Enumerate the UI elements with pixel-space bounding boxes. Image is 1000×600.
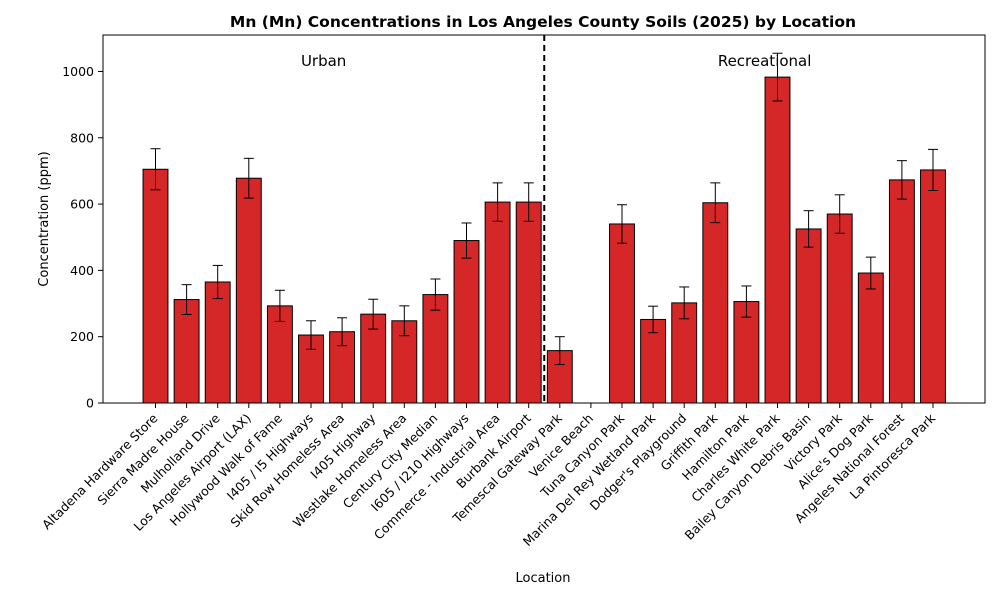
error-bar — [928, 148, 938, 191]
y-tick-label: 400 — [70, 263, 94, 278]
region-label: Recreational — [718, 52, 812, 70]
error-bar — [772, 52, 783, 102]
chart-title: Mn (Mn) Concentrations in Los Angeles Co… — [230, 13, 856, 31]
error-bar — [337, 317, 348, 347]
y-tick-label: 200 — [70, 329, 94, 344]
bar — [422, 294, 449, 404]
error-bar — [368, 298, 379, 330]
error-bar — [150, 148, 161, 191]
bar — [826, 213, 853, 404]
error-bar — [741, 285, 752, 318]
bar — [795, 228, 822, 404]
error-bar — [430, 278, 441, 311]
x-axis-title: Location — [516, 571, 571, 586]
error-bar — [648, 305, 659, 334]
bar — [235, 177, 262, 404]
error-bar — [834, 194, 845, 234]
bar — [515, 201, 542, 404]
bar — [142, 168, 169, 404]
bar — [453, 240, 480, 404]
y-tick-label: 600 — [70, 197, 94, 212]
bar — [484, 201, 511, 404]
error-bar — [803, 210, 814, 248]
error-bar — [896, 160, 907, 200]
region-label: Urban — [301, 52, 346, 70]
bar — [764, 76, 791, 404]
error-bar — [492, 182, 503, 222]
bar — [702, 202, 729, 404]
error-bar — [710, 182, 721, 224]
error-bar — [399, 305, 410, 337]
error-bars-layer — [150, 52, 938, 366]
error-bar — [243, 157, 254, 199]
error-bar — [181, 284, 192, 315]
y-axis-title: Concentration (ppm) — [37, 151, 52, 286]
bar — [857, 272, 884, 404]
error-bar — [212, 264, 223, 300]
error-bar — [865, 256, 876, 290]
error-bar — [461, 222, 472, 259]
bar — [920, 169, 946, 404]
y-tick-label: 0 — [86, 396, 94, 411]
error-bar — [274, 289, 285, 322]
bar — [609, 223, 635, 404]
y-tick-label: 1000 — [62, 64, 94, 79]
error-bar — [679, 286, 690, 320]
bar — [671, 302, 698, 404]
error-bar — [523, 182, 534, 222]
bar — [204, 281, 231, 404]
error-bar — [617, 204, 627, 244]
error-bar — [306, 320, 316, 350]
bar — [888, 179, 915, 404]
region-labels: Urban Recreational — [301, 52, 811, 70]
y-axis: 0 200 400 600 800 1000 — [62, 64, 103, 411]
error-bar — [554, 336, 565, 366]
bar — [640, 318, 667, 404]
plot-frame — [102, 34, 986, 404]
bar — [173, 299, 200, 404]
y-tick-label: 800 — [70, 130, 94, 145]
bar — [733, 301, 760, 404]
